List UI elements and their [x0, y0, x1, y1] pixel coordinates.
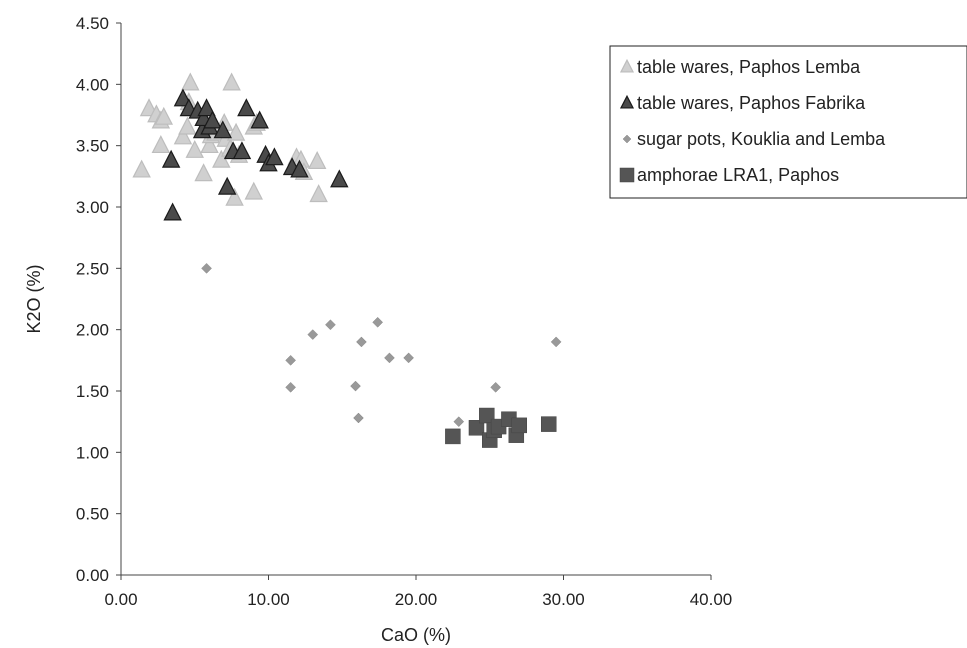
- legend-label-1: table wares, Paphos Lemba: [637, 57, 861, 77]
- y-tick-label: 3.00: [76, 198, 109, 217]
- legend-label-3: sugar pots, Kouklia and Lemba: [637, 129, 886, 149]
- data-point: [185, 139, 204, 158]
- data-point: [161, 149, 181, 168]
- y-tick-label: 1.50: [76, 382, 109, 401]
- data-point: [384, 352, 395, 364]
- data-point: [132, 159, 151, 178]
- data-point: [237, 98, 256, 117]
- data-point: [330, 169, 349, 188]
- data-point: [490, 381, 502, 393]
- data-point: [307, 151, 327, 169]
- y-tick-label: 2.50: [76, 259, 109, 278]
- x-tick-label: 30.00: [542, 590, 585, 609]
- y-tick-label: 0.50: [76, 505, 109, 524]
- data-point: [550, 336, 562, 348]
- data-point: [222, 72, 241, 91]
- data-point: [217, 176, 237, 195]
- data-point: [181, 72, 200, 91]
- data-point: [197, 98, 216, 117]
- legend-box: [609, 45, 967, 199]
- data-point: [325, 319, 336, 331]
- data-point: [356, 336, 367, 348]
- x-axis-title: CaO (%): [381, 625, 451, 645]
- data-point: [178, 116, 197, 135]
- legend-label-4: amphorae LRA1, Paphos: [637, 165, 839, 185]
- data-point: [290, 159, 309, 178]
- y-tick-label: 4.00: [76, 75, 109, 94]
- y-tick-label: 3.50: [76, 137, 109, 156]
- x-tick-label: 0.00: [104, 590, 137, 609]
- data-point: [151, 135, 171, 154]
- data-point: [232, 141, 252, 160]
- y-axis-title: K2O (%): [24, 264, 44, 333]
- data-point: [307, 329, 319, 340]
- data-point: [511, 417, 527, 434]
- data-point: [154, 106, 174, 125]
- data-point: [309, 184, 328, 203]
- legend-marker-3: [622, 134, 632, 144]
- data-point: [200, 135, 219, 154]
- x-tick-labels: 0.00 10.00 20.00 30.00 40.00: [104, 575, 732, 609]
- data-point: [468, 420, 485, 436]
- y-tick-label: 1.00: [76, 443, 109, 462]
- x-tick-label: 10.00: [247, 590, 290, 609]
- data-point: [203, 110, 222, 129]
- data-point: [226, 122, 246, 141]
- x-tick-label: 20.00: [395, 590, 438, 609]
- legend-label-2: table wares, Paphos Fabrika: [637, 93, 866, 113]
- legend: table wares, Paphos Lemba table wares, Pa…: [609, 45, 967, 199]
- data-point: [541, 416, 557, 432]
- data-point: [201, 262, 212, 274]
- data-markers: [132, 72, 562, 448]
- data-point: [445, 428, 461, 445]
- data-point: [403, 352, 414, 364]
- y-tick-label: 0.00: [76, 566, 109, 585]
- y-tick-label: 4.50: [76, 14, 109, 33]
- data-point: [453, 416, 465, 428]
- data-point: [353, 412, 364, 424]
- data-point: [285, 354, 296, 366]
- data-point: [244, 181, 263, 200]
- data-point: [350, 380, 361, 392]
- legend-marker-4: [619, 167, 635, 183]
- y-tick-label: 2.00: [76, 321, 109, 340]
- x-tick-label: 40.00: [690, 590, 733, 609]
- y-tick-labels: 0.00 0.50 1.00 1.50 2.00 2.50 3.00 3.50 4.00 4.50: [76, 14, 121, 585]
- data-point: [225, 187, 244, 206]
- data-point: [173, 126, 193, 145]
- data-point: [163, 202, 182, 221]
- data-point: [213, 120, 233, 139]
- data-point: [285, 381, 296, 393]
- data-point: [372, 316, 384, 328]
- data-point: [194, 163, 213, 182]
- series-2-points: [161, 88, 349, 221]
- data-point: [265, 147, 284, 166]
- data-point: [250, 110, 269, 129]
- series-3-points: [201, 262, 562, 428]
- series-4-points: [445, 407, 557, 448]
- legend-marker-2: [619, 94, 635, 109]
- legend-marker-1: [619, 58, 635, 73]
